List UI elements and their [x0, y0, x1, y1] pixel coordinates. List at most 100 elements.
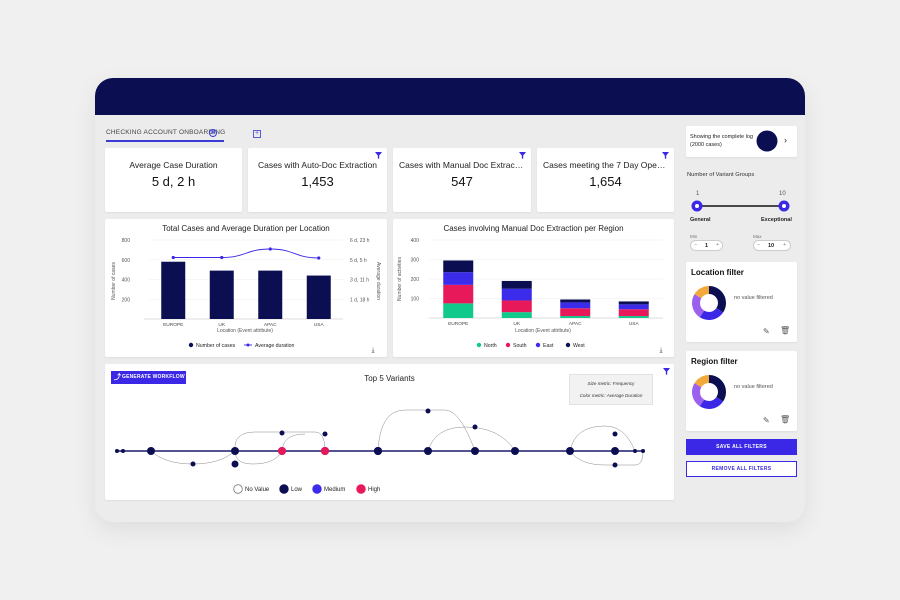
bar-segment-east [618, 304, 649, 310]
decrement-icon[interactable]: − [694, 242, 698, 248]
min-stepper[interactable]: − 1 + [690, 240, 723, 251]
variant-node [231, 447, 239, 455]
chart-cases-duration: 800 6 d, 23 h 600 5 d, 5 h 400 3 d, 11 h 200 1 … [111, 238, 381, 354]
y-tick-label: 400 [122, 278, 131, 284]
max-value: 10 [768, 242, 775, 249]
bar-segment-south [443, 284, 474, 304]
region-filter-card: Region filter no value filtered ✎ 🗑 [686, 351, 797, 431]
variant-groups-label: Number of Variant Groups [687, 172, 755, 178]
chevron-right-icon[interactable]: › [784, 135, 787, 145]
bar-segment-west [443, 260, 474, 273]
location-donut-chart [692, 286, 726, 320]
average-duration-point [268, 247, 272, 251]
kpi-title: Average Case Duration [129, 160, 218, 170]
variants-card: ⤴ GENERATE WORKFLOW Top 5 Variants Size … [105, 364, 674, 500]
y-tick-label: 600 [122, 258, 131, 264]
bar-segment-north [618, 316, 649, 318]
y-tick-label: 200 [122, 297, 131, 303]
save-all-filters-button[interactable]: SAVE ALL FILTERS [686, 439, 797, 455]
generate-workflow-button[interactable]: ⤴ GENERATE WORKFLOW [111, 371, 186, 384]
variant-legend-label: Low [291, 487, 303, 493]
variant-node [472, 424, 478, 430]
edit-icon[interactable]: ✎ [763, 327, 770, 336]
y2-axis-label: Average duration [375, 262, 381, 300]
max-label: Max [753, 234, 762, 239]
variants-title: Top 5 Variants [364, 374, 415, 383]
region-no-value: no value filtered [734, 384, 773, 390]
variants-graph: No Value Low Medium High [115, 408, 645, 494]
log-coverage-pie-icon [756, 130, 778, 152]
x-axis-label: Location (Event attribute) [217, 328, 273, 334]
tab-close-icon[interactable]: ⊗ [209, 129, 217, 137]
filter-icon[interactable] [375, 152, 382, 159]
log-summary-card[interactable]: Showing the complete log (2000 cases) › [686, 126, 797, 157]
kpi-card-7-day-open: Cases meeting the 7 Day Open S... 1,654 [537, 148, 674, 212]
variant-edge [569, 425, 636, 452]
variant-edge [569, 450, 644, 466]
exceptional-label: Exceptional [761, 217, 792, 223]
variant-legend-marker [356, 484, 366, 494]
slider-max-value: 10 [779, 191, 786, 197]
region-filter-title: Region filter [691, 357, 738, 366]
location-filter-title: Location filter [691, 268, 744, 277]
variant-edge [377, 409, 476, 452]
metric-info-box: Size metric: Frequency Color metric: Ave… [569, 374, 653, 405]
remove-all-filters-button[interactable]: REMOVE ALL FILTERS [686, 461, 797, 477]
max-stepper[interactable]: − 10 + [753, 240, 791, 251]
variant-node [424, 447, 432, 455]
bar-segment-east [501, 288, 532, 301]
kpi-value: 5 d, 2 h [151, 174, 196, 189]
variant-groups-slider[interactable] [686, 198, 797, 214]
bar-segment-west [501, 280, 532, 289]
bar-number-of-cases [258, 270, 283, 319]
slider-min-value: 1 [696, 191, 700, 197]
filter-icon[interactable] [663, 368, 670, 375]
increment-icon[interactable]: + [783, 242, 787, 248]
x-tick-label: USA [629, 321, 640, 327]
chart-title: Total Cases and Average Duration per Loc… [162, 224, 330, 233]
bar-number-of-cases [161, 261, 186, 319]
delete-icon[interactable]: 🗑 [780, 326, 791, 335]
min-label: Min [690, 234, 698, 239]
edit-icon[interactable]: ✎ [763, 416, 770, 425]
variant-edge [234, 431, 326, 452]
variant-node [115, 449, 119, 453]
variant-node [471, 447, 479, 455]
decrement-icon[interactable]: − [757, 242, 761, 248]
filter-icon[interactable] [662, 152, 669, 159]
kpi-value: 1,654 [589, 174, 622, 189]
chart-manual-doc-region: 400 300 200 100 EUROPE UK APAC USA Location (Eve… [397, 238, 663, 354]
bar-segment-west [618, 301, 649, 305]
x-tick-label: USA [314, 322, 325, 328]
increment-icon[interactable]: + [716, 242, 720, 248]
download-icon[interactable]: ⤓ [659, 347, 662, 354]
variant-node [279, 430, 285, 436]
location-filter-card: Location filter no value filtered ✎ 🗑 [686, 262, 797, 342]
legend-marker [476, 342, 482, 348]
y2-tick-label: 1 d, 18 h [350, 297, 370, 303]
chart-card-cases-duration: Total Cases and Average Duration per Loc… [105, 219, 387, 357]
bar-segment-south [618, 309, 649, 317]
kpi-title: Cases meeting the 7 Day Open S... [543, 160, 674, 170]
variant-legend-label: No Value [245, 487, 270, 493]
x-tick-label: UK [218, 322, 225, 328]
download-icon[interactable]: ⤓ [371, 347, 374, 354]
variant-edge [234, 450, 283, 465]
variant-node [633, 449, 637, 453]
variant-node [641, 449, 645, 453]
y2-tick-label: 3 d, 11 h [350, 278, 369, 284]
delete-icon[interactable]: 🗑 [780, 415, 791, 424]
add-tab-icon[interactable]: + [253, 130, 261, 138]
top-bar [95, 78, 805, 115]
variant-node-high [321, 447, 329, 455]
bar-segment-west [560, 299, 591, 303]
filter-icon[interactable] [519, 152, 526, 159]
variant-edge [427, 426, 516, 452]
tab-checking-account-onboarding[interactable]: CHECKING ACCOUNT ONBOARDING [106, 129, 226, 136]
y2-tick-label: 5 d, 5 h [350, 258, 367, 264]
variant-node [612, 431, 618, 437]
legend-marker [505, 342, 511, 348]
variant-legend-marker [233, 484, 243, 494]
app-window: CHECKING ACCOUNT ONBOARDING ⊗ + Average … [95, 78, 805, 522]
size-metric: Size metric: Frequency [587, 381, 635, 386]
